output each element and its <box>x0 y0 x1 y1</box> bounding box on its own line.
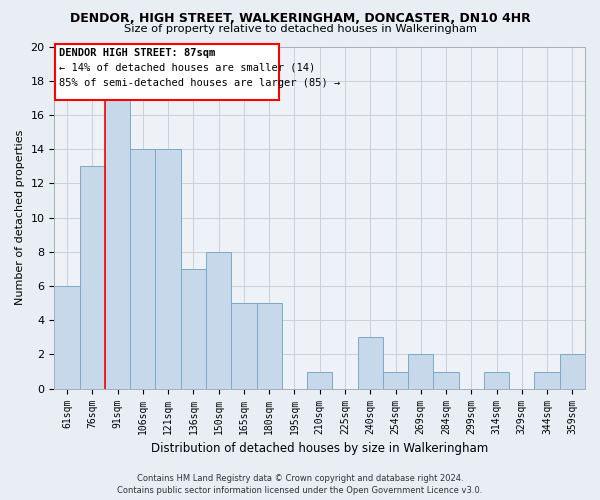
Bar <box>155 149 181 388</box>
Bar <box>231 303 257 388</box>
Bar <box>484 372 509 388</box>
Bar <box>307 372 332 388</box>
Bar <box>560 354 585 388</box>
Bar <box>206 252 231 388</box>
Bar <box>105 98 130 388</box>
Text: ← 14% of detached houses are smaller (14): ← 14% of detached houses are smaller (14… <box>59 63 315 73</box>
Bar <box>181 269 206 388</box>
Bar <box>55 286 80 388</box>
Bar <box>358 338 383 388</box>
Y-axis label: Number of detached properties: Number of detached properties <box>15 130 25 306</box>
Bar <box>80 166 105 388</box>
FancyBboxPatch shape <box>55 44 279 100</box>
Bar <box>535 372 560 388</box>
Bar <box>433 372 458 388</box>
Bar <box>408 354 433 388</box>
Bar <box>130 149 155 388</box>
Bar <box>257 303 282 388</box>
Text: Size of property relative to detached houses in Walkeringham: Size of property relative to detached ho… <box>124 24 476 34</box>
Text: DENDOR, HIGH STREET, WALKERINGHAM, DONCASTER, DN10 4HR: DENDOR, HIGH STREET, WALKERINGHAM, DONCA… <box>70 12 530 26</box>
X-axis label: Distribution of detached houses by size in Walkeringham: Distribution of detached houses by size … <box>151 442 488 455</box>
Text: DENDOR HIGH STREET: 87sqm: DENDOR HIGH STREET: 87sqm <box>59 48 215 58</box>
Text: 85% of semi-detached houses are larger (85) →: 85% of semi-detached houses are larger (… <box>59 78 340 88</box>
Bar <box>383 372 408 388</box>
Text: Contains HM Land Registry data © Crown copyright and database right 2024.
Contai: Contains HM Land Registry data © Crown c… <box>118 474 482 495</box>
